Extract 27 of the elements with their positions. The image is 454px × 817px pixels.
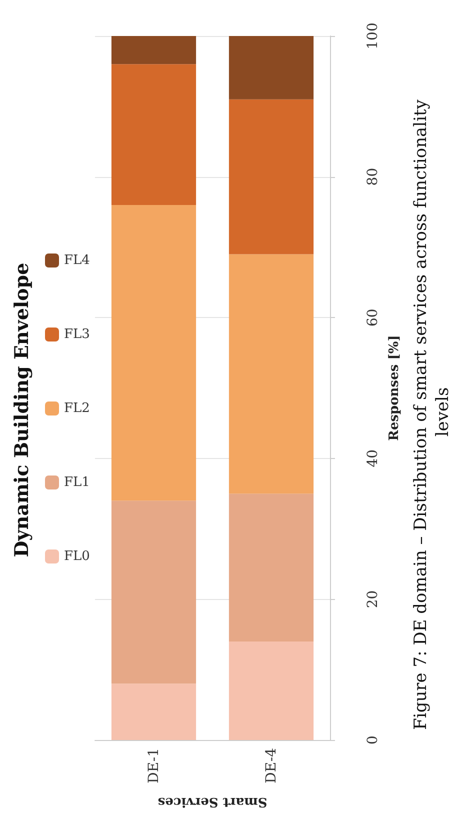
bar [228,36,314,100]
bar [228,494,314,642]
y-tick-label: 20 [365,590,381,608]
text: Dynamic Building Envelope [11,262,33,558]
legend-label: FL0 [64,549,90,564]
y-tick-label: 0 [365,736,381,744]
legend-label: FL2 [64,401,90,416]
y-tick-label: 80 [365,168,381,186]
bar [111,36,196,64]
x-tick-label: DE-4 [263,748,280,784]
x-tick-label: DE-1 [146,748,162,784]
y-tick-label: 100 [365,22,381,50]
bar [228,641,314,740]
legend-label: FL3 [64,327,90,342]
y-axis-title: Responses [%] [386,335,402,441]
y-tick-label: 40 [365,449,381,468]
bar [228,99,314,254]
caption: Figure 7: DE domain – Distribution of smart services across functionality levels [411,94,453,730]
bar [111,64,196,205]
legend-label: FL1 [64,475,90,490]
bar [111,204,196,501]
bar [228,254,314,494]
bar [111,500,196,684]
y-tick-label: 60 [365,308,381,327]
x-axis-title: Smart Services [158,794,268,809]
bar [111,684,196,740]
legend-label: FL4 [64,253,90,268]
